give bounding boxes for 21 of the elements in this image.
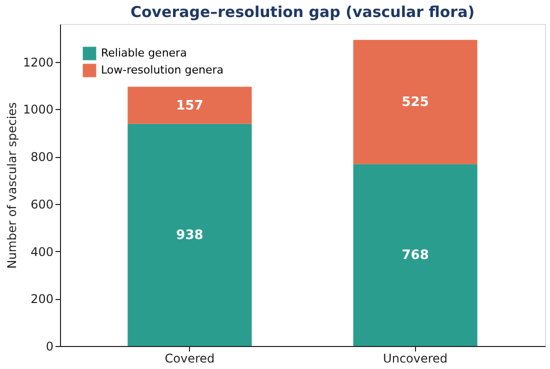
- y-tick-label: 1000: [22, 102, 54, 117]
- data-label: 768: [402, 248, 429, 264]
- y-tick-label: 800: [30, 150, 54, 164]
- x-tick-label: Uncovered: [383, 352, 448, 366]
- data-label: 157: [176, 98, 204, 114]
- y-axis-title: Number of vascular species: [4, 102, 19, 269]
- legend-label: Low-resolution genera: [101, 64, 224, 76]
- legend-label: Reliable genera: [101, 46, 187, 60]
- y-tick-label: 600: [30, 197, 54, 212]
- bar: [353, 40, 478, 164]
- y-tick-label: 400: [30, 244, 54, 259]
- bar: [128, 124, 252, 346]
- chart-title: Coverage–resolution gap (vascular flora): [130, 3, 475, 21]
- data-label: 938: [176, 228, 204, 243]
- y-tick-label: 200: [30, 292, 54, 306]
- bar: [353, 164, 478, 346]
- data-label: 525: [402, 95, 429, 110]
- y-tick-label: 1200: [22, 55, 54, 70]
- x-tick-label: Covered: [164, 352, 215, 366]
- bar: [128, 86, 252, 124]
- y-tick-label: 0: [46, 340, 54, 354]
